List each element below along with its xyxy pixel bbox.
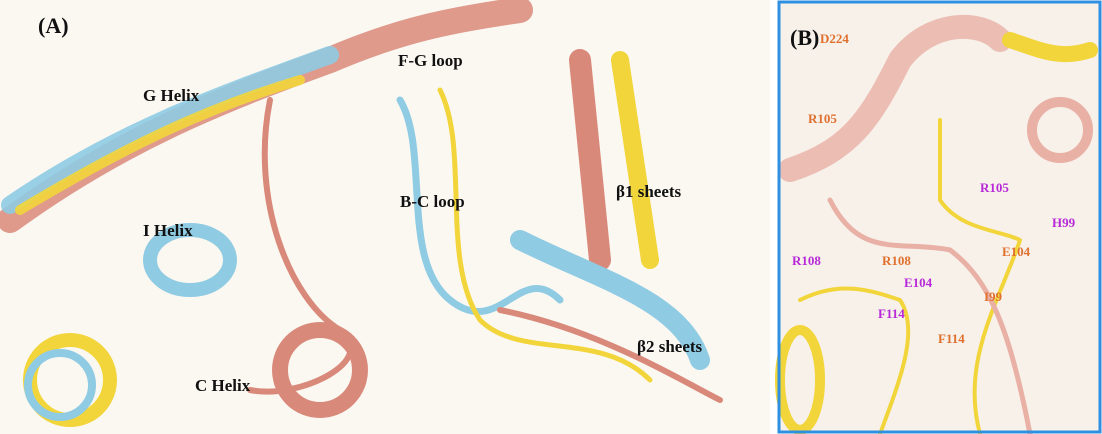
residue-label: E104	[1002, 244, 1031, 259]
residue-label: D224	[820, 31, 849, 46]
annotation: β1 sheets	[616, 182, 682, 201]
residue-label: E104	[904, 275, 933, 290]
residue-label: H99	[1052, 215, 1076, 230]
annotation: C Helix	[195, 376, 251, 395]
annotation: G Helix	[143, 86, 200, 105]
annotation: β2 sheets	[637, 337, 703, 356]
annotation: B-C loop	[400, 192, 465, 211]
residue-label: F114	[878, 306, 905, 321]
residue-label: R105	[808, 111, 837, 126]
residue-label: R108	[882, 253, 911, 268]
residue-label: R105	[980, 180, 1009, 195]
panel-label: (B)	[790, 25, 819, 50]
residue-label: F114	[938, 331, 965, 346]
residue-label: I99	[984, 289, 1003, 304]
panel-a-rendering	[0, 0, 770, 434]
annotation: I Helix	[143, 221, 193, 240]
residue-label: R108	[792, 253, 821, 268]
figure: (A) F-G loop G Helix B-C loop β1 sheets …	[0, 0, 1102, 434]
annotation: F-G loop	[398, 51, 463, 70]
panel-label: (A)	[38, 13, 69, 38]
